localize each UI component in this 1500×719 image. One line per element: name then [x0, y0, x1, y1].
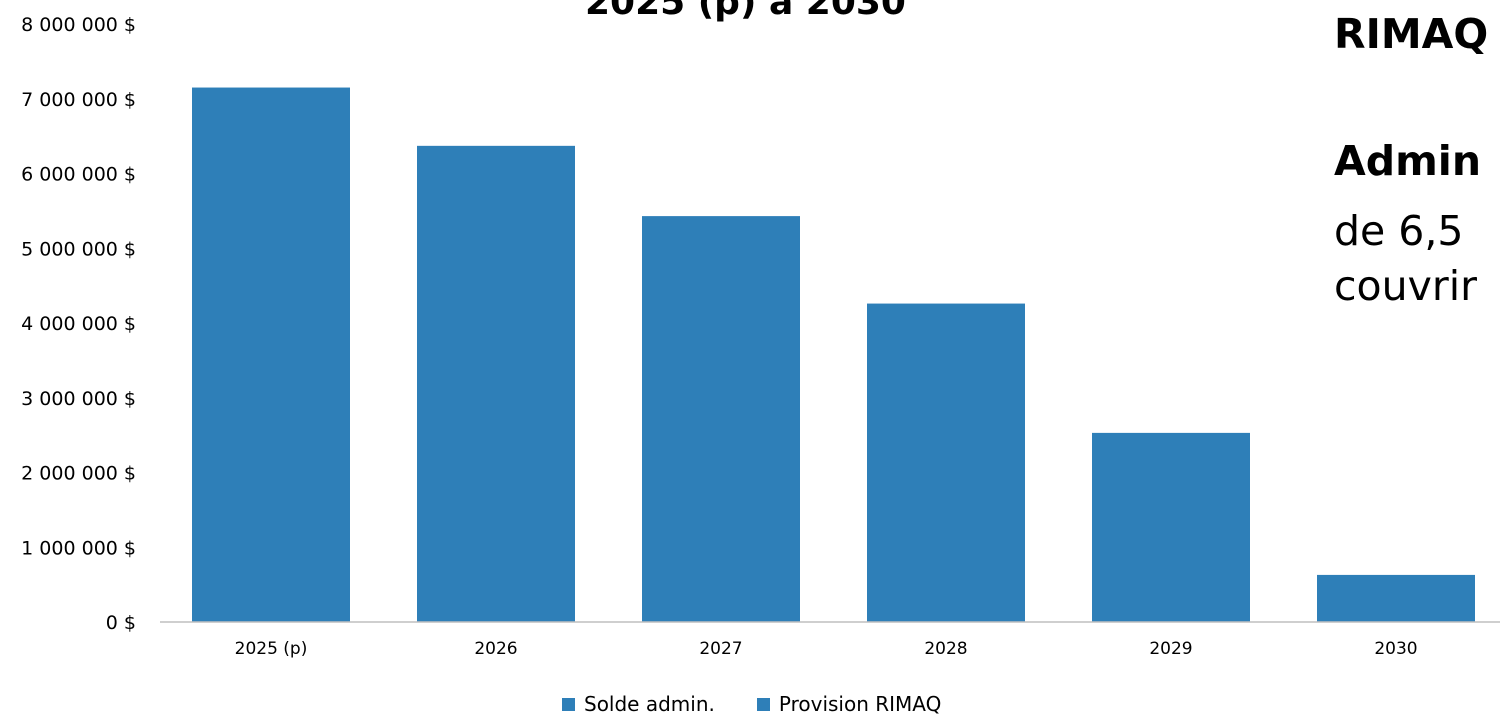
side-heading-admin: Admin: [1334, 137, 1482, 185]
y-tick-label: 6 000 000 $: [21, 164, 136, 186]
y-tick-label: 0 $: [106, 612, 136, 634]
bar: [1092, 432, 1250, 622]
y-tick-label: 2 000 000 $: [21, 463, 136, 485]
side-body-line-2: couvrir: [1334, 262, 1477, 310]
x-tick-label: 2029: [1149, 639, 1192, 659]
y-tick-label: 7 000 000 $: [21, 89, 136, 111]
y-tick-label: 4 000 000 $: [21, 313, 136, 335]
legend-swatch-provision-rimaq: [756, 697, 770, 711]
x-tick-label: 2026: [474, 639, 517, 659]
y-tick-label: 8 000 000 $: [21, 14, 136, 36]
y-tick-label: 3 000 000 $: [21, 388, 136, 410]
y-tick-label: 5 000 000 $: [21, 238, 136, 260]
x-axis-tick-labels: 2025 (p) 2026 2027 2028 2029 2030: [235, 639, 1418, 659]
chart-legend: Solde admin. Provision RIMAQ: [562, 692, 983, 716]
side-body-line-1: de 6,5: [1334, 207, 1464, 255]
side-heading-rimaq: RIMAQ: [1334, 10, 1489, 58]
legend-label-solde-admin: Solde admin.: [584, 692, 715, 716]
legend-item-provision-rimaq: Provision RIMAQ: [756, 692, 942, 716]
bar: [417, 145, 575, 622]
bar: [642, 216, 800, 623]
bar: [192, 87, 350, 623]
x-tick-label: 2030: [1374, 639, 1417, 659]
y-tick-label: 1 000 000 $: [21, 537, 136, 559]
legend-item-solde-admin: Solde admin.: [562, 692, 715, 716]
chart-title: 2025 (p) à 2030: [585, 0, 906, 23]
bars-group: [192, 87, 1475, 623]
x-tick-label: 2027: [699, 639, 742, 659]
bar: [867, 303, 1025, 622]
x-tick-label: 2028: [924, 639, 967, 659]
x-tick-label: 2025 (p): [235, 639, 308, 659]
legend-swatch-solde-admin: [562, 697, 575, 711]
legend-label-provision-rimaq: Provision RIMAQ: [778, 692, 942, 716]
y-axis-tick-labels: 0 $ 1 000 000 $ 2 000 000 $ 3 000 000 $ 4 00…: [21, 14, 136, 634]
bar: [1317, 574, 1475, 622]
